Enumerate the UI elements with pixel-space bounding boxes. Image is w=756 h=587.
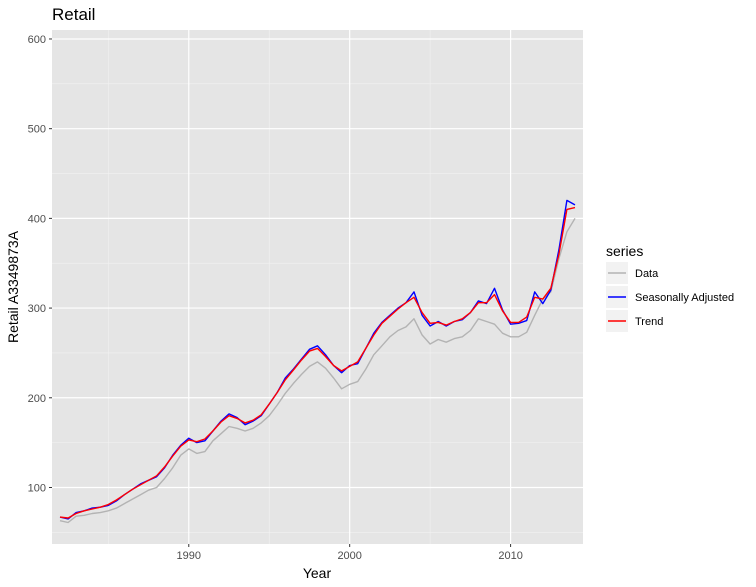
y-tick-label: 300: [28, 303, 46, 315]
y-tick-label: 200: [28, 393, 46, 405]
y-axis-title: Retail A3349873A: [5, 230, 21, 343]
x-tick-label: 2000: [337, 550, 361, 562]
x-tick-label: 2010: [498, 550, 522, 562]
minor-gridlines: [52, 30, 583, 544]
legend: series Data Seasonally Adjusted Trend: [606, 243, 734, 332]
x-axis: 1990 2000 2010: [177, 544, 523, 562]
y-tick-label: 500: [28, 124, 46, 136]
chart-title: Retail: [52, 5, 95, 24]
legend-title: series: [606, 243, 643, 259]
series-line-data: [59, 218, 576, 524]
x-axis-title: Year: [303, 565, 332, 581]
legend-label-data: Data: [635, 268, 659, 280]
x-tick-label: 1990: [177, 550, 201, 562]
legend-label-seasonally-adjusted: Seasonally Adjusted: [635, 292, 734, 304]
y-tick-label: 100: [28, 482, 46, 494]
y-tick-label: 400: [28, 213, 46, 225]
plot-panel: [52, 30, 583, 544]
series-line-trend: [59, 206, 576, 519]
major-gridlines: [52, 30, 583, 544]
y-axis: 100 200 300 400 500 600: [28, 34, 52, 494]
series-lines: [59, 199, 576, 524]
y-tick-label: 600: [28, 34, 46, 46]
legend-label-trend: Trend: [635, 316, 663, 328]
